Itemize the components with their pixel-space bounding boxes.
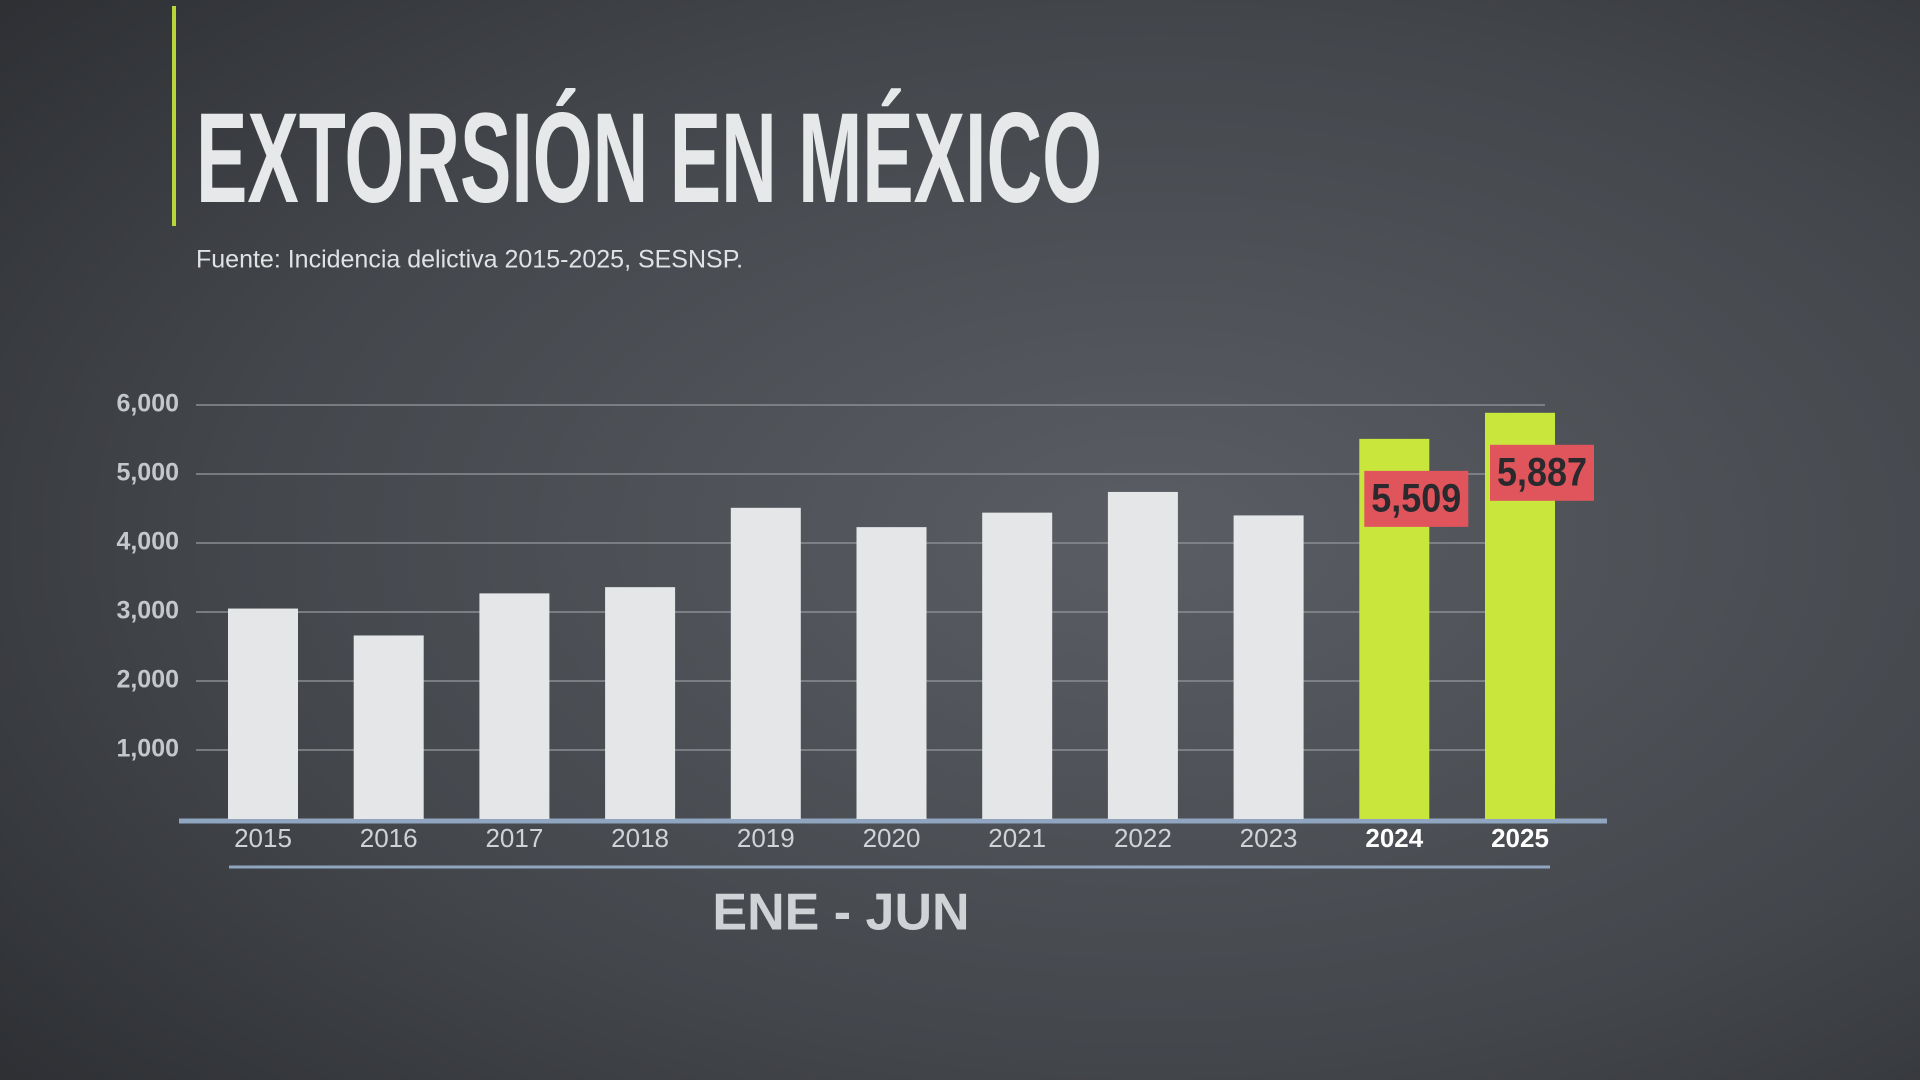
x-tick-label: 2017 [485, 823, 543, 853]
x-tick-label: 2019 [737, 823, 795, 853]
x-tick-label: 2021 [988, 823, 1046, 853]
bar [982, 512, 1053, 819]
bar [1233, 515, 1304, 819]
value-label: 5,509 [1371, 476, 1461, 520]
x-tick-label: 2015 [234, 823, 292, 853]
y-tick-label: 1,000 [116, 735, 179, 763]
value-label-box [1364, 470, 1469, 527]
y-tick-label: 3,000 [116, 597, 179, 625]
x-axis-label: ENE - JUN [712, 884, 969, 942]
x-tick-label: 2016 [360, 823, 418, 853]
x-tick-label: 2018 [611, 823, 669, 853]
x-tick-label: 2022 [1114, 823, 1172, 853]
value-label: 5,887 [1497, 450, 1587, 494]
bar [353, 635, 424, 819]
y-tick-label: 2,000 [116, 666, 179, 694]
chart-title: EXTORSIÓN EN MÉXICO [196, 87, 1102, 230]
x-tick-label: 2023 [1240, 823, 1298, 853]
y-tick-label: 5,000 [116, 459, 179, 487]
bar [730, 507, 801, 819]
x-tick-label: 2024 [1365, 823, 1423, 853]
x-tick-label: 2020 [863, 823, 921, 853]
bar [605, 587, 676, 819]
bar [479, 593, 550, 819]
bar [856, 527, 927, 819]
x-tick-label: 2025 [1491, 823, 1549, 853]
y-tick-label: 4,000 [116, 528, 179, 556]
bar [1107, 491, 1178, 819]
y-tick-label: 6,000 [116, 390, 179, 418]
chart-subtitle: Fuente: Incidencia delictiva 2015-2025, … [196, 246, 743, 274]
value-label-box [1490, 444, 1594, 501]
bar [228, 608, 298, 819]
